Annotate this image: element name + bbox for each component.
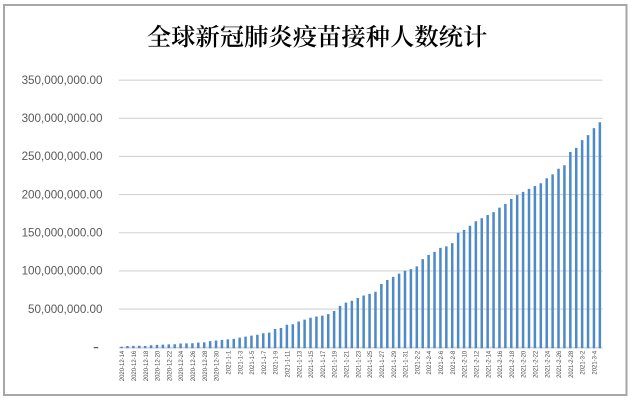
svg-text:2021-1-11: 2021-1-11 xyxy=(285,350,291,377)
svg-text:2021-2-20: 2021-2-20 xyxy=(522,350,528,378)
svg-text:2021-2-2: 2021-2-2 xyxy=(415,351,421,375)
svg-text:2021-3-2: 2021-3-2 xyxy=(581,351,587,375)
svg-text:350,000,000.00: 350,000,000.00 xyxy=(22,74,103,87)
svg-text:100,000,000.00: 100,000,000.00 xyxy=(22,265,103,278)
svg-text:2021-1-21: 2021-1-21 xyxy=(345,350,351,378)
svg-text:2020-12-24: 2020-12-24 xyxy=(179,350,185,381)
svg-text:2021-1-3: 2021-1-3 xyxy=(238,350,244,374)
svg-text:2021-1-15: 2021-1-15 xyxy=(309,350,315,378)
svg-text:2020-12-18: 2020-12-18 xyxy=(144,350,150,381)
svg-text:2020-12-28: 2020-12-28 xyxy=(203,350,209,381)
svg-text:2020-12-30: 2020-12-30 xyxy=(215,350,221,381)
svg-text:2021-2-14: 2021-2-14 xyxy=(486,350,492,378)
svg-text:2021-1-7: 2021-1-7 xyxy=(262,351,268,375)
svg-text:2021-2-6: 2021-2-6 xyxy=(439,350,445,374)
svg-text:2021-1-25: 2021-1-25 xyxy=(368,350,374,378)
svg-text:2021-1-31: 2021-1-31 xyxy=(404,350,410,378)
svg-text:2021-1-29: 2021-1-29 xyxy=(392,350,398,378)
svg-text:2021-2-18: 2021-2-18 xyxy=(510,350,516,378)
svg-text:2021-1-9: 2021-1-9 xyxy=(274,350,280,374)
svg-text:2021-2-10: 2021-2-10 xyxy=(463,350,469,378)
svg-text:2021-2-4: 2021-2-4 xyxy=(427,350,433,374)
svg-text:2020-12-16: 2020-12-16 xyxy=(132,350,138,381)
svg-text:2021-1-5: 2021-1-5 xyxy=(250,350,256,374)
svg-text:2021-1-27: 2021-1-27 xyxy=(380,351,386,378)
svg-text:2021-2-12: 2021-2-12 xyxy=(474,351,480,378)
svg-text:2021-2-24: 2021-2-24 xyxy=(545,350,551,378)
svg-text:2021-1-17: 2021-1-17 xyxy=(321,351,327,378)
svg-text:2020-12-22: 2020-12-22 xyxy=(167,351,173,381)
svg-text:2021-2-8: 2021-2-8 xyxy=(451,350,457,374)
svg-text:2021-1-1: 2021-1-1 xyxy=(226,350,232,374)
svg-text:2020-12-14: 2020-12-14 xyxy=(120,350,126,381)
svg-text:2021-3-4: 2021-3-4 xyxy=(593,350,599,374)
svg-text:2021-2-28: 2021-2-28 xyxy=(569,350,575,378)
svg-text:2021-1-13: 2021-1-13 xyxy=(297,350,303,378)
svg-text:2020-12-20: 2020-12-20 xyxy=(156,350,162,381)
svg-text:50,000,000.00: 50,000,000.00 xyxy=(28,303,103,316)
svg-text:2021-2-26: 2021-2-26 xyxy=(557,350,563,378)
svg-text:2021-1-23: 2021-1-23 xyxy=(356,350,362,378)
svg-text:150,000,000.00: 150,000,000.00 xyxy=(22,227,103,240)
svg-text:2020-12-26: 2020-12-26 xyxy=(191,350,197,381)
svg-text:250,000,000.00: 250,000,000.00 xyxy=(22,150,103,163)
svg-text:2021-2-16: 2021-2-16 xyxy=(498,350,504,378)
svg-text:2021-1-19: 2021-1-19 xyxy=(333,350,339,378)
svg-text:200,000,000.00: 200,000,000.00 xyxy=(22,188,103,201)
svg-text:300,000,000.00: 300,000,000.00 xyxy=(22,112,103,125)
svg-text:2021-2-22: 2021-2-22 xyxy=(534,351,540,378)
